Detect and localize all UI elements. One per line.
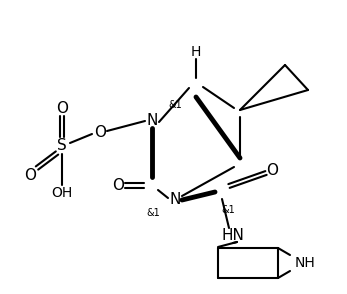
Text: O: O [56, 101, 68, 116]
Text: N: N [169, 193, 181, 208]
Text: O: O [94, 124, 106, 139]
Text: &1: &1 [221, 205, 235, 215]
Text: S: S [57, 138, 67, 153]
Text: &1: &1 [146, 208, 160, 218]
Text: N: N [146, 113, 158, 128]
Text: H: H [191, 45, 201, 59]
Text: OH: OH [51, 186, 73, 200]
Text: HN: HN [222, 228, 244, 243]
Text: O: O [24, 168, 36, 183]
Text: &1: &1 [168, 100, 182, 110]
Text: O: O [266, 163, 278, 178]
Text: NH: NH [295, 256, 316, 270]
Text: O: O [112, 178, 124, 193]
